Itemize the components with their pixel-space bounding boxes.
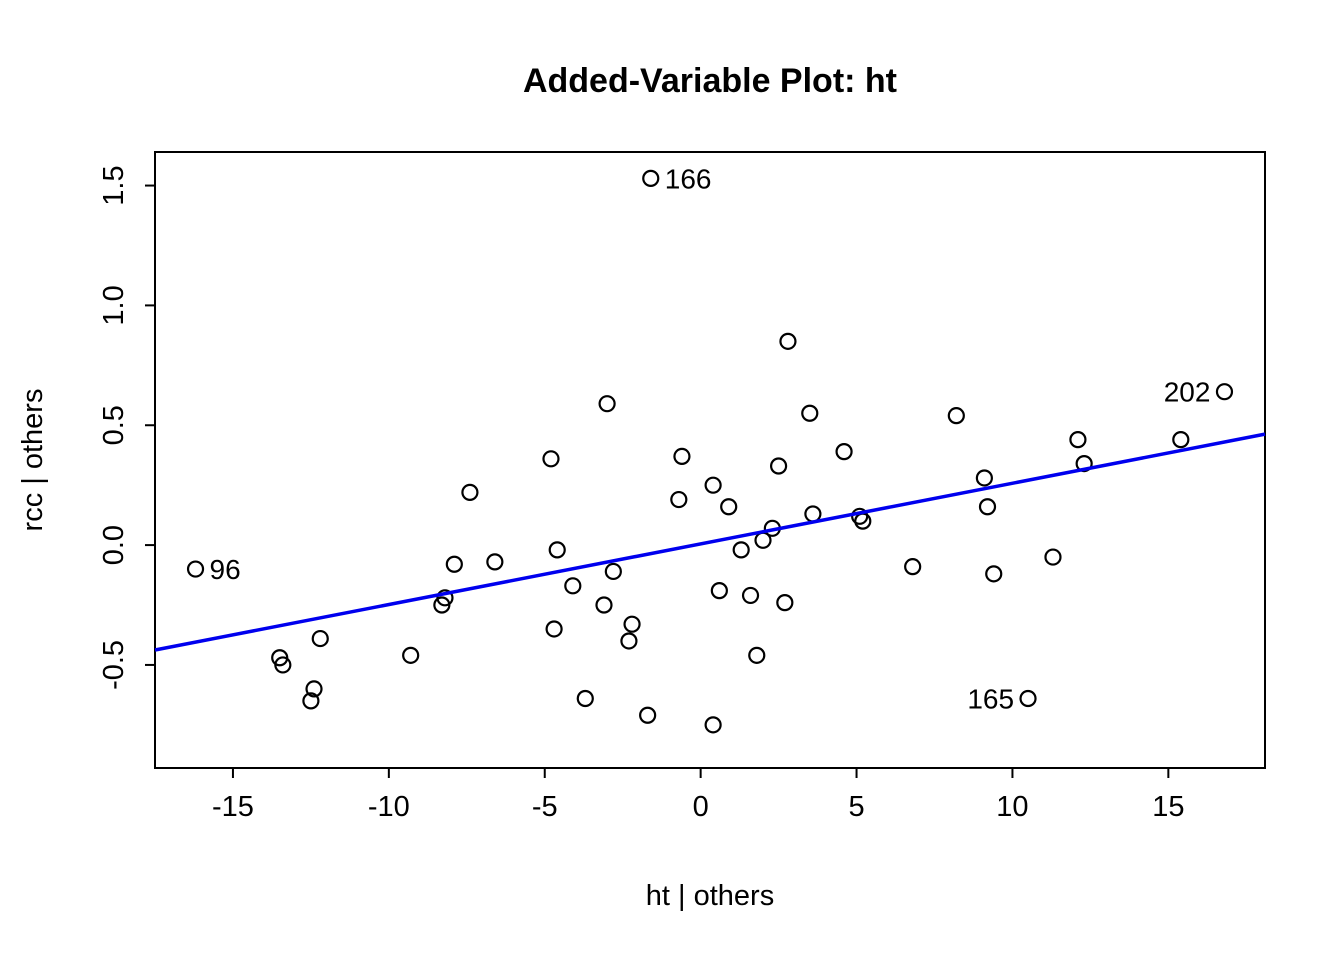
chart-title: Added-Variable Plot: ht [523, 62, 897, 100]
data-point [402, 646, 420, 664]
x-tick-label: -15 [212, 791, 254, 823]
data-point [620, 632, 638, 650]
data-point [545, 620, 563, 638]
data-point [1172, 431, 1190, 449]
data-point [311, 629, 329, 648]
data-point [1215, 383, 1234, 401]
regression-line-group [154, 432, 1266, 652]
data-point [595, 596, 613, 614]
y-axis-label: rcc | others [17, 389, 49, 532]
x-tick-label: -10 [368, 791, 410, 823]
data-point [271, 649, 289, 667]
data-point [564, 577, 582, 595]
regression-line [154, 432, 1266, 652]
x-tick-label: 10 [996, 791, 1028, 823]
data-point [548, 541, 566, 559]
data-point [1069, 431, 1087, 449]
point-label-96: 96 [210, 554, 241, 585]
data-point [445, 555, 463, 573]
y-tick-label: 1.0 [98, 285, 130, 325]
data-point [433, 596, 451, 614]
data-point [486, 553, 504, 571]
y-tick-label: 1.5 [98, 165, 130, 205]
point-label-166: 166 [665, 163, 712, 194]
plot-border [154, 151, 1266, 769]
data-point [985, 565, 1003, 583]
data-point [741, 586, 760, 605]
y-tick-label: 0.5 [98, 405, 130, 445]
data-point [604, 562, 622, 581]
data-point [710, 582, 728, 600]
data-point [754, 531, 772, 549]
y-axis: -0.5 0.0 0.5 1.0 1.5 [98, 165, 155, 690]
data-point [670, 490, 688, 509]
data-point [598, 395, 616, 413]
data-point [904, 558, 922, 576]
data-point [769, 457, 788, 475]
data-point [779, 332, 797, 350]
data-point [801, 404, 819, 422]
data-point [704, 716, 722, 734]
data-point [642, 169, 660, 187]
data-point [576, 689, 594, 708]
data-point [748, 646, 766, 664]
data-point [704, 476, 722, 494]
data-point [804, 505, 822, 523]
point-labels-group: 166 202 96 165 [210, 163, 1211, 714]
x-axis-label: ht | others [646, 880, 774, 912]
data-point [835, 443, 853, 461]
data-points-group [186, 169, 1234, 734]
data-point [854, 512, 872, 530]
data-point [623, 615, 641, 633]
x-tick-label: 15 [1152, 791, 1184, 823]
data-point [975, 469, 993, 487]
point-label-202: 202 [1164, 377, 1211, 408]
point-label-165: 165 [967, 683, 1014, 714]
data-point [776, 594, 794, 612]
data-point [302, 692, 320, 710]
x-tick-label: 0 [693, 791, 709, 823]
data-point [947, 407, 965, 425]
data-point [1019, 689, 1037, 708]
data-point [673, 447, 691, 466]
data-point [305, 680, 323, 698]
data-point [732, 541, 750, 559]
data-point [639, 706, 657, 724]
x-tick-label: -5 [532, 791, 558, 823]
data-point [720, 498, 738, 516]
y-tick-label: -0.5 [98, 640, 130, 690]
data-point [978, 498, 997, 516]
data-point [1044, 548, 1062, 566]
data-point [542, 450, 560, 468]
data-point [1075, 454, 1093, 473]
y-tick-label: 0.0 [98, 525, 130, 565]
x-tick-label: 5 [848, 791, 864, 823]
data-point [461, 483, 479, 501]
x-axis: -15 -10 -5 0 5 10 15 [212, 768, 1184, 823]
data-point [186, 560, 205, 578]
